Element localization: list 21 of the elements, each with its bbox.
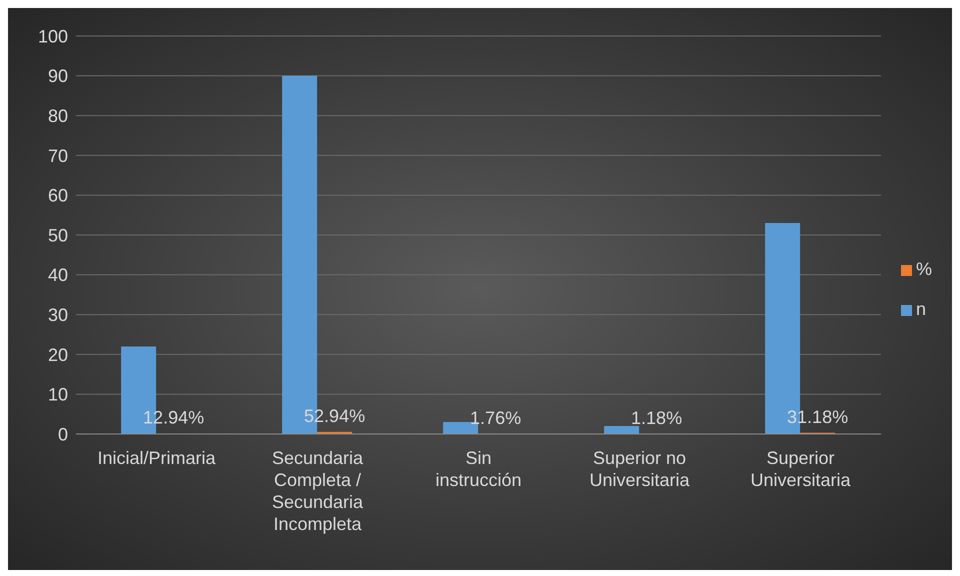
y-tick-label: 60	[48, 186, 68, 206]
y-tick-label: 0	[58, 424, 68, 444]
bar	[604, 426, 640, 434]
legend-label: %	[916, 259, 932, 279]
legend-label: n	[916, 299, 926, 319]
y-tick-label: 100	[38, 26, 68, 46]
x-tick-label: Secundaria Completa / Secundaria Incompleta	[272, 448, 364, 534]
y-tick-label: 80	[48, 106, 68, 126]
y-tick-label: 40	[48, 265, 68, 286]
x-tick-label: Superior no Universitaria	[589, 448, 690, 490]
data-label: 1.76%	[470, 408, 522, 428]
y-tick-label: 90	[48, 66, 68, 86]
y-tick-label: 50	[48, 225, 68, 246]
x-tick-label: Sin instrucción	[435, 448, 522, 490]
y-tick-label: 10	[48, 384, 68, 405]
y-tick-label: 70	[48, 146, 68, 166]
data-label: 1.18%	[631, 408, 682, 428]
x-tick-label: Inicial/Primaria	[97, 448, 216, 468]
y-tick-label: 30	[48, 304, 68, 325]
y-tick-label: 20	[48, 344, 68, 365]
x-tick-label: Superior Universitaria	[750, 448, 852, 490]
